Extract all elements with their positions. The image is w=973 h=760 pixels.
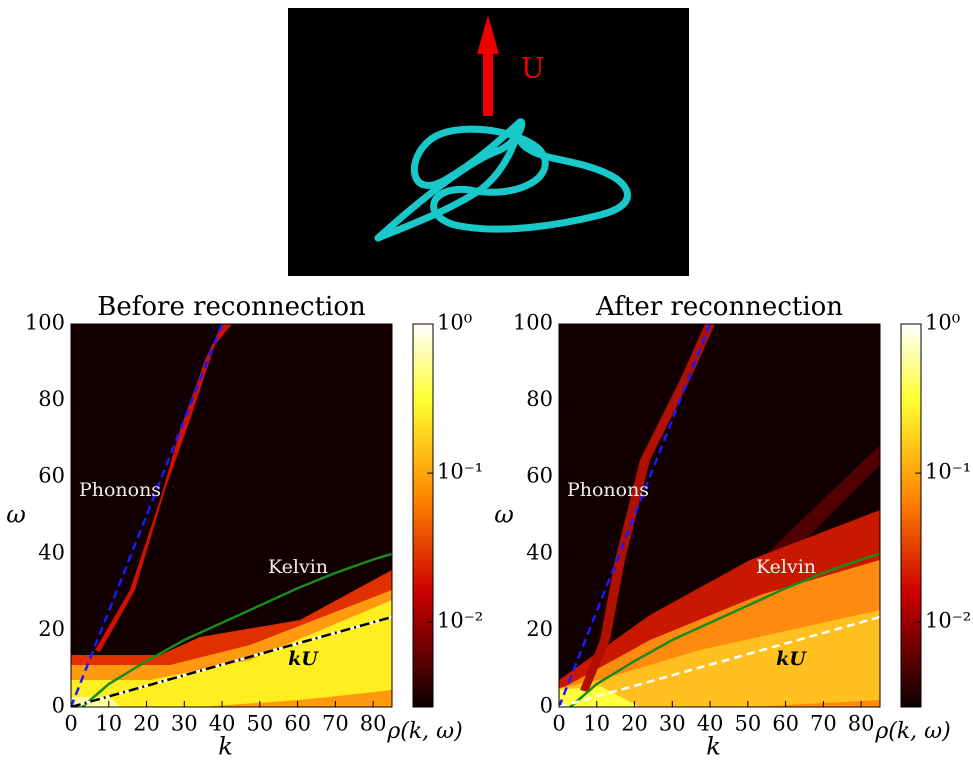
y-tick-label: 40	[38, 540, 65, 564]
x-tick-label: 80	[360, 712, 387, 736]
knot-image: U	[288, 8, 689, 276]
x-tick-label: 60	[772, 712, 799, 736]
x-tick-label: 10	[95, 712, 122, 736]
colorbar-label: ρ(k, ω)	[874, 719, 950, 744]
y-tick-label: 20	[38, 617, 65, 641]
x-tick-label: 0	[552, 712, 565, 736]
colorbar	[412, 323, 434, 708]
y-tick-label: 80	[526, 387, 553, 411]
colorbar-tick-label: 10⁰	[437, 311, 472, 335]
x-tick-label: 30	[171, 712, 198, 736]
colorbar-tick-label: 10⁰	[925, 311, 960, 335]
x-tick-label: 20	[133, 712, 160, 736]
x-tick-label: 30	[659, 712, 686, 736]
series-line	[71, 615, 392, 707]
annotation: Kelvin	[268, 556, 328, 578]
annotation: Phonons	[567, 479, 649, 501]
y-tick-label: 60	[526, 464, 553, 488]
series-line	[81, 552, 392, 707]
series-line	[559, 615, 880, 707]
y-tick-label: 20	[526, 617, 553, 641]
x-axis-label: k	[706, 733, 721, 760]
y-tick-label: 0	[540, 694, 553, 718]
annotation: Kelvin	[756, 556, 816, 578]
x-tick-label: 80	[848, 712, 875, 736]
plot-frame	[70, 323, 393, 708]
colorbar-tick-label: 10⁻¹	[437, 460, 483, 484]
y-tick-label: 60	[38, 464, 65, 488]
y-axis-label: ω	[6, 501, 26, 529]
y-tick-label: 100	[513, 311, 553, 335]
series-line	[569, 552, 880, 707]
series-line	[559, 324, 712, 707]
x-tick-label: 60	[284, 712, 311, 736]
x-tick-label: 40	[209, 712, 236, 736]
annotation: kU	[288, 648, 319, 670]
heatmap-texture	[559, 324, 880, 707]
colorbar-label: ρ(k, ω)	[386, 719, 462, 744]
y-axis-label: ω	[494, 501, 514, 529]
y-tick-label: 40	[526, 540, 553, 564]
x-axis-label: k	[218, 733, 233, 760]
colorbar-tick-label: 10⁻¹	[925, 460, 971, 484]
x-tick-label: 40	[697, 712, 724, 736]
x-tick-label: 70	[810, 712, 837, 736]
x-tick-label: 0	[64, 712, 77, 736]
plot-frame	[558, 323, 881, 708]
colorbar-tick-label: 10⁻²	[925, 609, 971, 633]
annotation: Phonons	[79, 479, 161, 501]
velocity-label: U	[521, 52, 545, 85]
x-tick-label: 70	[322, 712, 349, 736]
y-tick-label: 100	[25, 311, 65, 335]
y-tick-label: 80	[38, 387, 65, 411]
x-tick-label: 20	[621, 712, 648, 736]
annotation: kU	[776, 648, 807, 670]
colorbar	[900, 323, 922, 708]
x-tick-label: 50	[246, 712, 273, 736]
colorbar-tick-label: 10⁻²	[437, 609, 483, 633]
series-line	[71, 324, 224, 707]
y-tick-label: 0	[52, 694, 65, 718]
heatmap-texture	[71, 324, 392, 707]
panel-title: Before reconnection	[97, 292, 366, 322]
panel-title: After reconnection	[595, 292, 843, 322]
x-tick-label: 50	[734, 712, 761, 736]
x-tick-label: 10	[583, 712, 610, 736]
